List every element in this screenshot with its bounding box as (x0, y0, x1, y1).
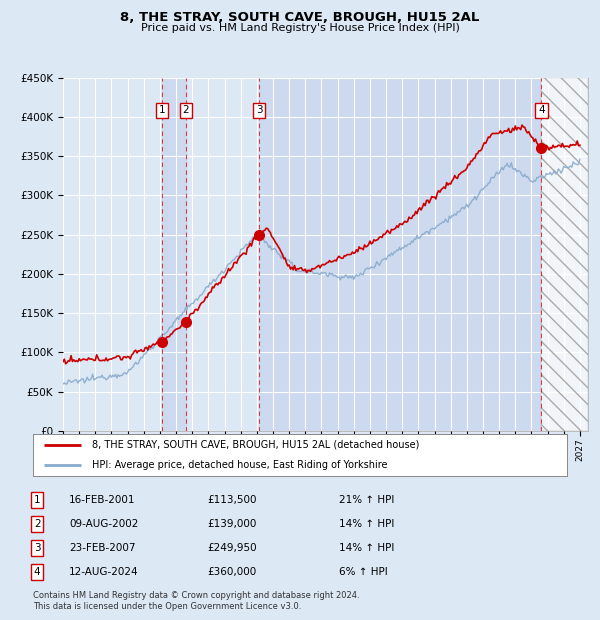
Bar (162, 78, 186, 431)
Text: 09-AUG-2002: 09-AUG-2002 (69, 519, 139, 529)
Text: 16-FEB-2001: 16-FEB-2001 (69, 495, 136, 505)
Text: 2: 2 (34, 519, 41, 529)
Bar (541, 78, 588, 431)
Text: Contains HM Land Registry data © Crown copyright and database right 2024.
This d: Contains HM Land Registry data © Crown c… (33, 591, 359, 611)
Bar (541, 78, 588, 431)
Text: £139,000: £139,000 (207, 519, 256, 529)
Text: 21% ↑ HPI: 21% ↑ HPI (339, 495, 394, 505)
Text: £360,000: £360,000 (207, 567, 256, 577)
Text: 4: 4 (34, 567, 41, 577)
Text: 8, THE STRAY, SOUTH CAVE, BROUGH, HU15 2AL (detached house): 8, THE STRAY, SOUTH CAVE, BROUGH, HU15 2… (92, 440, 419, 450)
Text: Price paid vs. HM Land Registry's House Price Index (HPI): Price paid vs. HM Land Registry's House … (140, 23, 460, 33)
Text: £249,950: £249,950 (207, 543, 257, 553)
Text: HPI: Average price, detached house, East Riding of Yorkshire: HPI: Average price, detached house, East… (92, 460, 387, 470)
Text: 3: 3 (34, 543, 41, 553)
Text: 23-FEB-2007: 23-FEB-2007 (69, 543, 136, 553)
Text: 4: 4 (538, 105, 545, 115)
Text: 8, THE STRAY, SOUTH CAVE, BROUGH, HU15 2AL: 8, THE STRAY, SOUTH CAVE, BROUGH, HU15 2… (121, 11, 479, 24)
Text: 14% ↑ HPI: 14% ↑ HPI (339, 519, 394, 529)
Bar (259, 78, 541, 431)
Text: 1: 1 (34, 495, 41, 505)
Text: £113,500: £113,500 (207, 495, 257, 505)
Text: 2: 2 (182, 105, 189, 115)
Text: 1: 1 (158, 105, 165, 115)
Text: 6% ↑ HPI: 6% ↑ HPI (339, 567, 388, 577)
Text: 3: 3 (256, 105, 263, 115)
Text: 12-AUG-2024: 12-AUG-2024 (69, 567, 139, 577)
Text: 14% ↑ HPI: 14% ↑ HPI (339, 543, 394, 553)
